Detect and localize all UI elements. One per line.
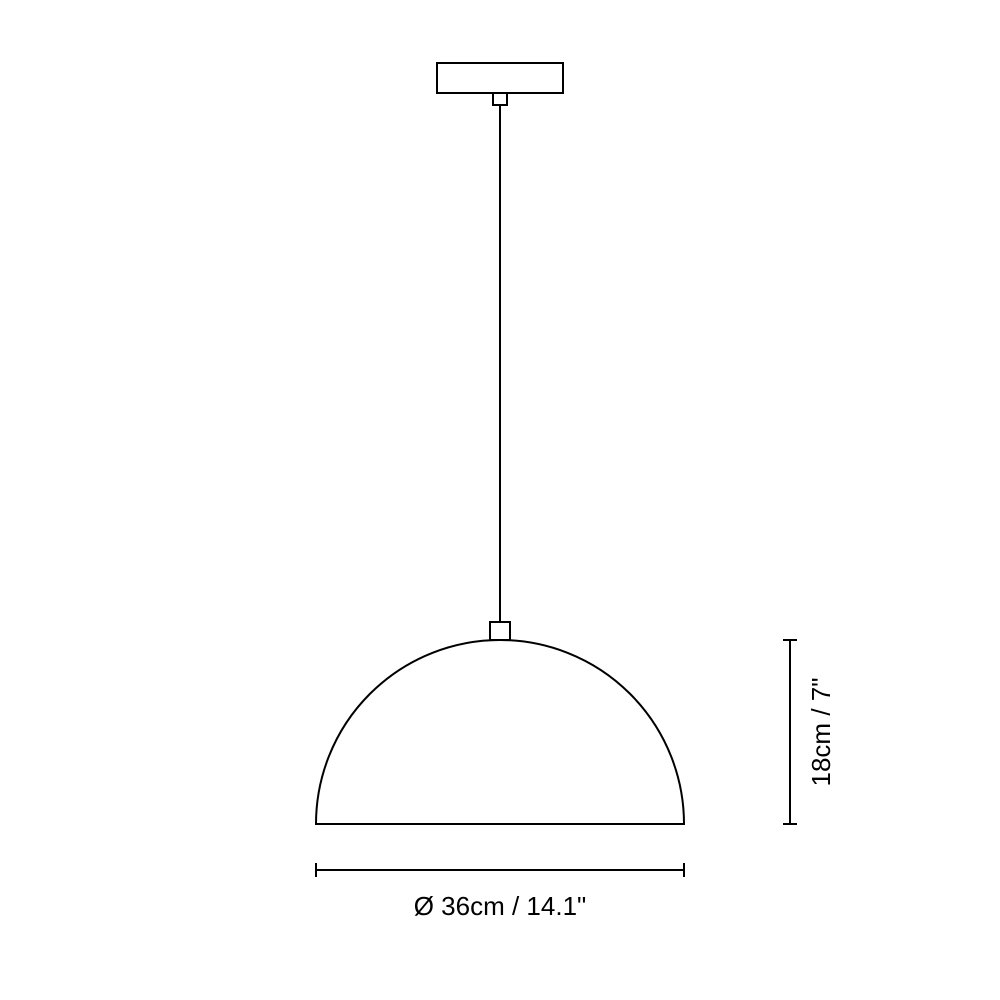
height-dimension-label: 18cm / 7" (806, 678, 836, 787)
canopy (437, 63, 563, 93)
dome-collar (490, 622, 510, 640)
width-dimension-label: Ø 36cm / 14.1" (414, 891, 587, 921)
pendant-lamp-diagram: Ø 36cm / 14.1" 18cm / 7" (0, 0, 1000, 1000)
dome-shade (316, 640, 684, 824)
canopy-collar (493, 93, 507, 105)
